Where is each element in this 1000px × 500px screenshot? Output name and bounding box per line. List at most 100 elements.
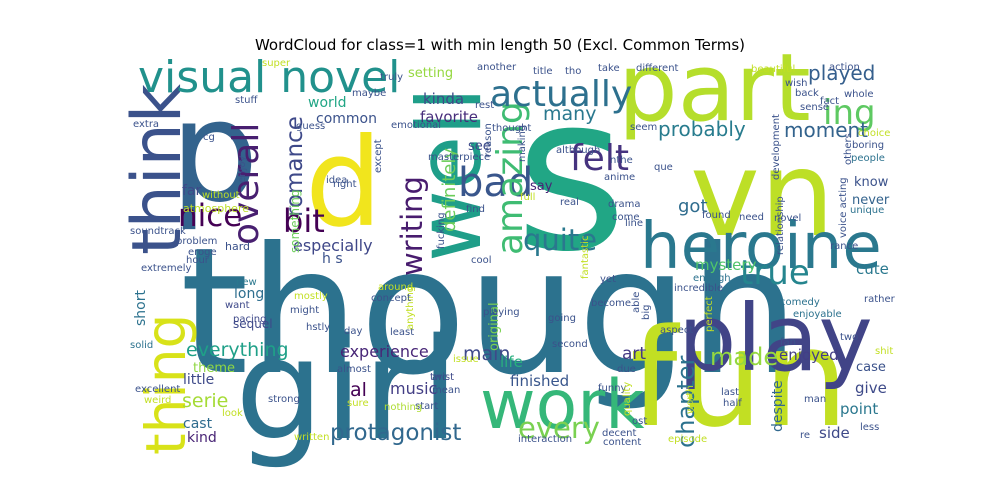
word-might: might: [290, 305, 319, 316]
word-p: p: [170, 71, 259, 234]
word-playing: playing: [483, 307, 520, 318]
word-chapter: chapter: [672, 355, 700, 448]
word-new: new: [236, 277, 257, 288]
word-cute: cute: [856, 260, 889, 278]
word-rance: rance: [830, 241, 858, 252]
word-nice: nice: [178, 198, 242, 234]
word-masterpiece: masterpiece: [428, 152, 490, 163]
word-unique: unique: [850, 205, 884, 216]
word-ing: ing: [823, 93, 876, 133]
word-yet: yet: [600, 274, 616, 285]
word-reason: reason: [483, 123, 494, 157]
word-take: take: [598, 63, 620, 74]
word-voice-acting: voice acting: [838, 177, 849, 238]
word-everything: everything: [186, 339, 289, 361]
word-back: back: [795, 88, 819, 99]
word-work: work: [480, 366, 645, 445]
word-ost: ost: [632, 416, 647, 427]
word-action: action: [829, 62, 860, 73]
word-twist: twist: [430, 372, 454, 383]
word-moment: moment: [784, 118, 868, 142]
word-rather: rather: [864, 294, 896, 305]
word-solid: solid: [130, 340, 153, 351]
word-romance: romance: [282, 116, 308, 217]
word-played: played: [808, 61, 875, 85]
word-atmosphere: atmosphere: [183, 202, 249, 215]
word-setting: setting: [408, 66, 453, 81]
word-theme: theme: [193, 361, 235, 376]
word-bad: bad: [458, 160, 533, 206]
word-tho: tho: [565, 66, 581, 77]
word-know: know: [854, 175, 889, 190]
word-especially: especially: [293, 236, 373, 255]
word-seem: seem: [630, 122, 657, 133]
word-enjoyable: enjoyable: [793, 309, 842, 320]
word-need: need: [739, 212, 764, 223]
word-least: least: [390, 327, 414, 338]
word-right: right: [333, 179, 357, 190]
word-problem: problem: [176, 236, 217, 247]
word-thing: thing: [134, 314, 198, 455]
word-heroine: heroine: [640, 210, 882, 284]
word-serie: serie: [182, 390, 228, 412]
word-long: long: [234, 286, 264, 302]
word-got: got: [678, 196, 708, 217]
word-guess: guess: [296, 121, 325, 132]
word-last: last: [721, 387, 739, 398]
word-amazing: amazing: [490, 101, 531, 255]
word-main: main: [463, 343, 510, 365]
word-see: see: [468, 139, 491, 154]
word-made: made: [710, 343, 778, 371]
word-concept: concept: [371, 293, 411, 304]
word-stuff: stuff: [235, 95, 258, 106]
word-kind: kind: [187, 430, 217, 446]
word-choice: choice: [858, 128, 890, 139]
word-perfect: perfect: [704, 296, 715, 332]
word-finished: finished: [510, 372, 569, 390]
word-despite: despite: [770, 380, 786, 432]
word-extra: extra: [133, 119, 159, 130]
word-less: less: [860, 422, 879, 433]
word-except: except: [373, 139, 384, 173]
word-making: making: [517, 125, 528, 162]
word-hour: hour: [186, 255, 210, 266]
word-line: line: [625, 218, 643, 229]
word-art: art: [622, 344, 646, 364]
word-beautiful: beautiful: [751, 64, 795, 75]
word-almost: almost: [337, 364, 371, 375]
word-find: find: [466, 204, 485, 215]
word-bit: bit: [283, 202, 325, 240]
word-full: full: [520, 192, 535, 203]
word-drama: drama: [608, 199, 640, 210]
word-give: give: [855, 379, 887, 397]
word-play: play: [678, 285, 873, 392]
word-shit: shit: [875, 346, 893, 357]
word-visual-novel: visual novel: [138, 52, 400, 103]
word-soundtrack: soundtrack: [130, 226, 186, 237]
word-mostly: mostly: [294, 291, 328, 302]
word-favorite: favorite: [420, 108, 478, 126]
word-definitely: definitely: [439, 148, 460, 232]
word-development: development: [771, 114, 782, 180]
word-fun: fun: [630, 300, 849, 457]
word-maybe: maybe: [352, 88, 386, 99]
word-sure: sure: [347, 398, 369, 409]
word-worth: worth: [685, 385, 696, 414]
word-girl: girl: [235, 309, 459, 472]
word-want: want: [225, 300, 250, 311]
word-well: well: [398, 87, 501, 262]
word-true: true: [740, 253, 810, 293]
word-interaction: interaction: [518, 434, 572, 445]
word-comedy: comedy: [780, 297, 820, 308]
word-able: able: [631, 292, 642, 313]
word-fact: fact: [820, 96, 839, 107]
word-fantastic: fantastic: [580, 236, 591, 279]
word-incredible: incredible: [674, 283, 723, 294]
word-s: s: [515, 48, 627, 299]
word-episode: episode: [668, 434, 707, 445]
word-side: side: [819, 424, 850, 442]
word-little: little: [183, 372, 214, 388]
word-fan: fan: [780, 337, 796, 348]
word-probably: probably: [658, 117, 746, 141]
word-content: content: [603, 437, 641, 448]
